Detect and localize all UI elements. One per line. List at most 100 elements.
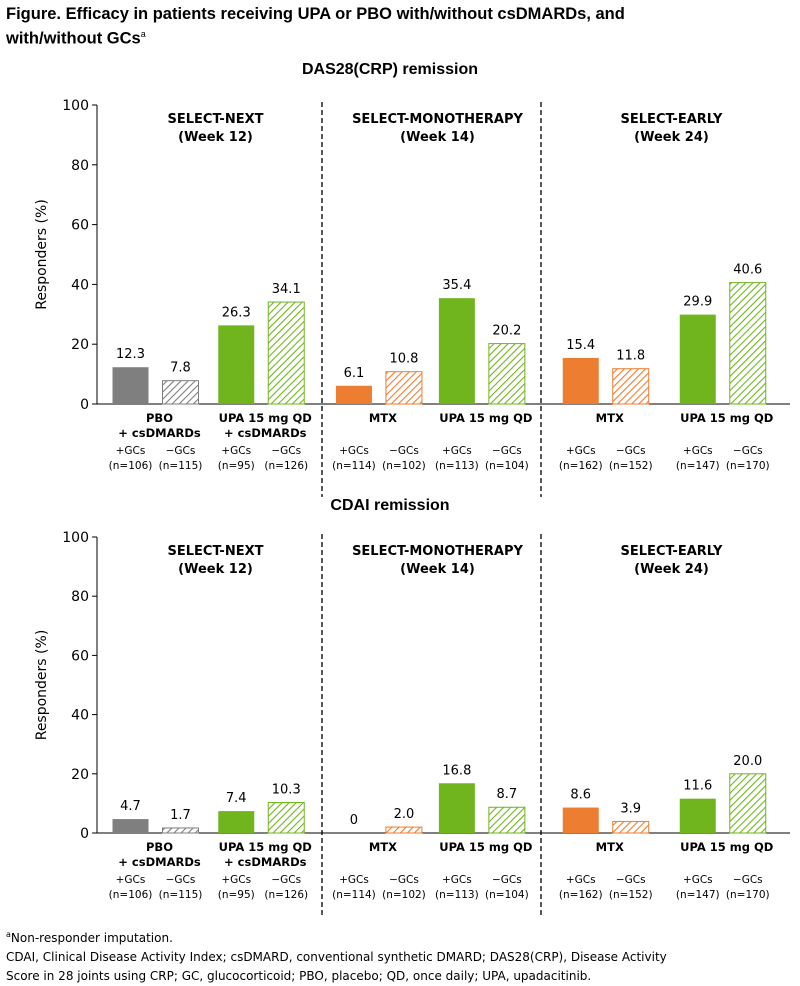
y-tick-label: 80 xyxy=(71,589,89,605)
group-label: MTX xyxy=(369,411,397,425)
gc-status-label: +GCs xyxy=(116,874,146,886)
gc-status-label: −GCs xyxy=(166,445,196,457)
cdai-remission-chart: CDAI remission 0 20 40 60 80 100 Responders (%… xyxy=(34,497,790,915)
sample-size-label: (n=162) xyxy=(559,460,603,472)
data-label: 29.9 xyxy=(683,295,712,310)
data-label: 26.3 xyxy=(222,305,251,320)
sample-size-label: (n=126) xyxy=(264,889,308,901)
group-label: + csDMARDs xyxy=(118,855,201,869)
y-tick-label: 100 xyxy=(62,98,89,114)
data-label: 20.0 xyxy=(733,754,762,769)
gc-status-label: +GCs xyxy=(683,874,713,886)
gc-status-label: −GCs xyxy=(616,874,646,886)
data-label: 11.8 xyxy=(616,349,645,364)
gc-status-label: −GCs xyxy=(733,874,763,886)
sample-size-label: (n=95) xyxy=(218,460,255,472)
y-tick-label: 20 xyxy=(71,337,89,353)
group-label: UPA 15 mg QD xyxy=(439,411,532,425)
figure-title: Figure. Efficacy in patients receiving U… xyxy=(6,4,786,49)
study-week-label: (Week 24) xyxy=(634,130,709,145)
footnote-a-text: Non-responder imputation. xyxy=(10,931,173,945)
group-label: UPA 15 mg QD xyxy=(680,840,773,854)
group-label: PBO xyxy=(146,840,173,854)
data-label: 4.7 xyxy=(120,799,141,814)
bar xyxy=(385,371,423,405)
sample-size-label: (n=147) xyxy=(676,889,720,901)
figure-title-line-1: Figure. Efficacy in patients receiving U… xyxy=(6,5,625,23)
bar xyxy=(562,807,599,833)
group-label: MTX xyxy=(596,411,624,425)
study-week-label: (Week 12) xyxy=(178,130,253,145)
study-name-label: SELECT-MONOTHERAPY xyxy=(352,112,523,127)
gc-status-label: +GCs xyxy=(442,445,472,457)
gc-status-label: +GCs xyxy=(683,445,713,457)
sample-size-label: (n=115) xyxy=(159,460,203,472)
data-label: 8.6 xyxy=(570,788,591,803)
bar xyxy=(162,827,199,834)
sample-size-label: (n=126) xyxy=(264,460,308,472)
gc-status-label: +GCs xyxy=(339,874,369,886)
chart-title: CDAI remission xyxy=(330,497,449,514)
study-week-label: (Week 24) xyxy=(634,562,709,577)
sample-size-label: (n=102) xyxy=(382,460,426,472)
data-label: 7.4 xyxy=(226,791,247,806)
data-label: 12.3 xyxy=(116,347,145,362)
bar xyxy=(612,368,650,405)
chart-title: DAS28(CRP) remission xyxy=(302,61,478,78)
sample-size-label: (n=147) xyxy=(676,460,720,472)
bar xyxy=(162,380,199,405)
y-tick-label: 80 xyxy=(71,158,89,174)
group-label: UPA 15 mg QD xyxy=(680,411,773,425)
group-label: + csDMARDs xyxy=(224,426,307,440)
group-label: MTX xyxy=(369,840,397,854)
bar xyxy=(729,282,767,405)
study-name-label: SELECT-EARLY xyxy=(621,544,724,559)
gc-status-label: −GCs xyxy=(492,445,522,457)
gc-status-label: −GCs xyxy=(389,445,419,457)
bar xyxy=(679,798,716,833)
sample-size-label: (n=170) xyxy=(726,889,770,901)
y-tick-label: 40 xyxy=(71,277,89,293)
bar xyxy=(267,301,305,405)
data-label: 3.9 xyxy=(620,801,641,816)
bar xyxy=(218,811,255,833)
data-label: 8.7 xyxy=(497,787,518,802)
bar xyxy=(335,385,372,404)
group-label: UPA 15 mg QD xyxy=(219,411,312,425)
bar xyxy=(729,773,767,834)
gc-status-label: +GCs xyxy=(566,874,596,886)
gc-status-label: −GCs xyxy=(733,445,763,457)
bar xyxy=(438,298,475,404)
sample-size-label: (n=152) xyxy=(609,460,653,472)
sample-size-label: (n=162) xyxy=(559,889,603,901)
study-name-label: SELECT-NEXT xyxy=(168,112,264,127)
study-name-label: SELECT-EARLY xyxy=(621,112,724,127)
y-tick-label: 40 xyxy=(71,708,89,724)
sample-size-label: (n=95) xyxy=(218,889,255,901)
bar xyxy=(612,820,650,834)
gc-status-label: −GCs xyxy=(616,445,646,457)
y-tick-label: 100 xyxy=(62,530,89,546)
bar xyxy=(112,819,149,833)
bar xyxy=(488,343,526,405)
sample-size-label: (n=170) xyxy=(726,460,770,472)
sample-size-label: (n=104) xyxy=(485,889,529,901)
bar xyxy=(218,325,255,404)
figure-title-line-2: with/without GCsa xyxy=(6,24,786,49)
group-label: + csDMARDs xyxy=(224,855,307,869)
data-label: 20.2 xyxy=(492,324,521,339)
sample-size-label: (n=106) xyxy=(109,889,153,901)
study-name-label: SELECT-MONOTHERAPY xyxy=(352,544,523,559)
group-label: PBO xyxy=(146,411,173,425)
y-axis-label: Responders (%) xyxy=(34,630,50,741)
gc-status-label: +GCs xyxy=(442,874,472,886)
study-week-label: (Week 14) xyxy=(400,130,475,145)
y-tick-label: 0 xyxy=(80,397,89,413)
gc-status-label: −GCs xyxy=(271,874,301,886)
sample-size-label: (n=115) xyxy=(159,889,203,901)
gc-status-label: +GCs xyxy=(221,874,251,886)
gc-status-label: −GCs xyxy=(271,445,301,457)
gc-status-label: +GCs xyxy=(221,445,251,457)
data-label: 16.8 xyxy=(442,763,471,778)
y-tick-label: 60 xyxy=(71,648,89,664)
